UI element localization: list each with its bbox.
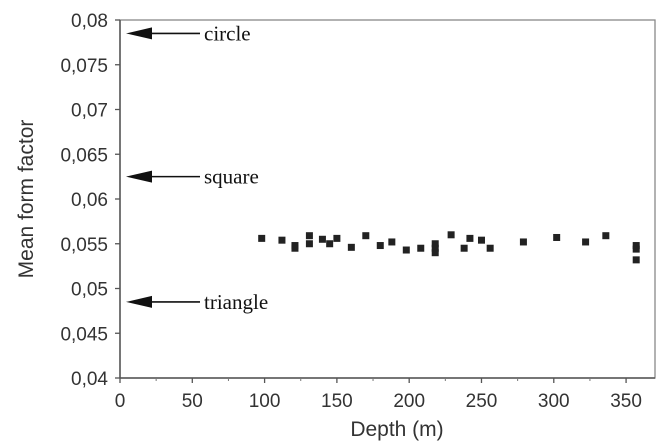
y-tick-label: 0,07 (71, 101, 108, 122)
y-tick-label: 0,075 (60, 56, 108, 77)
data-point (258, 234, 266, 242)
x-tick-label: 300 (538, 391, 570, 412)
data-point (305, 232, 313, 240)
data-point (632, 245, 640, 253)
data-point (447, 231, 455, 239)
data-point (553, 233, 561, 241)
data-point (582, 238, 590, 246)
data-point (431, 240, 439, 248)
data-point (632, 256, 640, 264)
data-points (258, 231, 640, 264)
data-point (362, 232, 370, 240)
x-tick-label: 250 (466, 391, 498, 412)
y-tick-label: 0,065 (60, 145, 108, 166)
x-ticks: 0 50 100 150 200 250 300 350 (115, 378, 642, 412)
annotation-label: triangle (204, 290, 268, 314)
data-point (305, 240, 313, 248)
y-tick-label: 0,045 (60, 324, 108, 345)
data-point (466, 234, 474, 242)
x-tick-label: 200 (393, 391, 425, 412)
annotations: circle square triangle (126, 21, 268, 314)
x-tick-label: 50 (182, 391, 203, 412)
x-tick-label: 0 (115, 391, 126, 412)
y-axis-label: Mean form factor (15, 120, 38, 279)
data-point (318, 235, 326, 243)
y-tick-label: 0,04 (71, 369, 108, 390)
y-tick-label: 0,05 (71, 280, 108, 301)
data-point (417, 244, 425, 252)
data-point (431, 244, 439, 252)
y-ticks: 0,04 0,045 0,05 0,055 0,06 0,065 0,07 0,075 0,08 (60, 11, 120, 390)
annotation-arrow-head (126, 295, 152, 308)
data-point (333, 234, 341, 242)
annotation-arrow-head (126, 170, 152, 183)
y-tick-label: 0,06 (71, 190, 108, 211)
data-point (376, 242, 384, 250)
data-point (477, 236, 485, 244)
data-point (632, 242, 640, 250)
data-point (460, 244, 468, 252)
x-tick-label: 100 (249, 391, 281, 412)
y-tick-label: 0,08 (71, 11, 108, 32)
data-point (347, 243, 355, 251)
x-tick-label: 350 (610, 391, 642, 412)
data-point (519, 238, 527, 246)
y-tick-label: 0,055 (60, 235, 108, 256)
x-tick-label: 150 (321, 391, 353, 412)
data-point (326, 240, 334, 248)
x-axis-label: Depth (m) (350, 418, 443, 441)
data-point (602, 232, 610, 240)
plot-frame (119, 19, 656, 379)
data-point (486, 244, 494, 252)
data-point (388, 238, 396, 246)
data-point (278, 236, 286, 244)
data-point (431, 249, 439, 257)
annotation-label: square (204, 165, 259, 189)
data-point (291, 244, 299, 252)
annotation-label: circle (204, 21, 251, 45)
data-point (402, 246, 410, 254)
annotation-arrow-head (126, 27, 152, 40)
